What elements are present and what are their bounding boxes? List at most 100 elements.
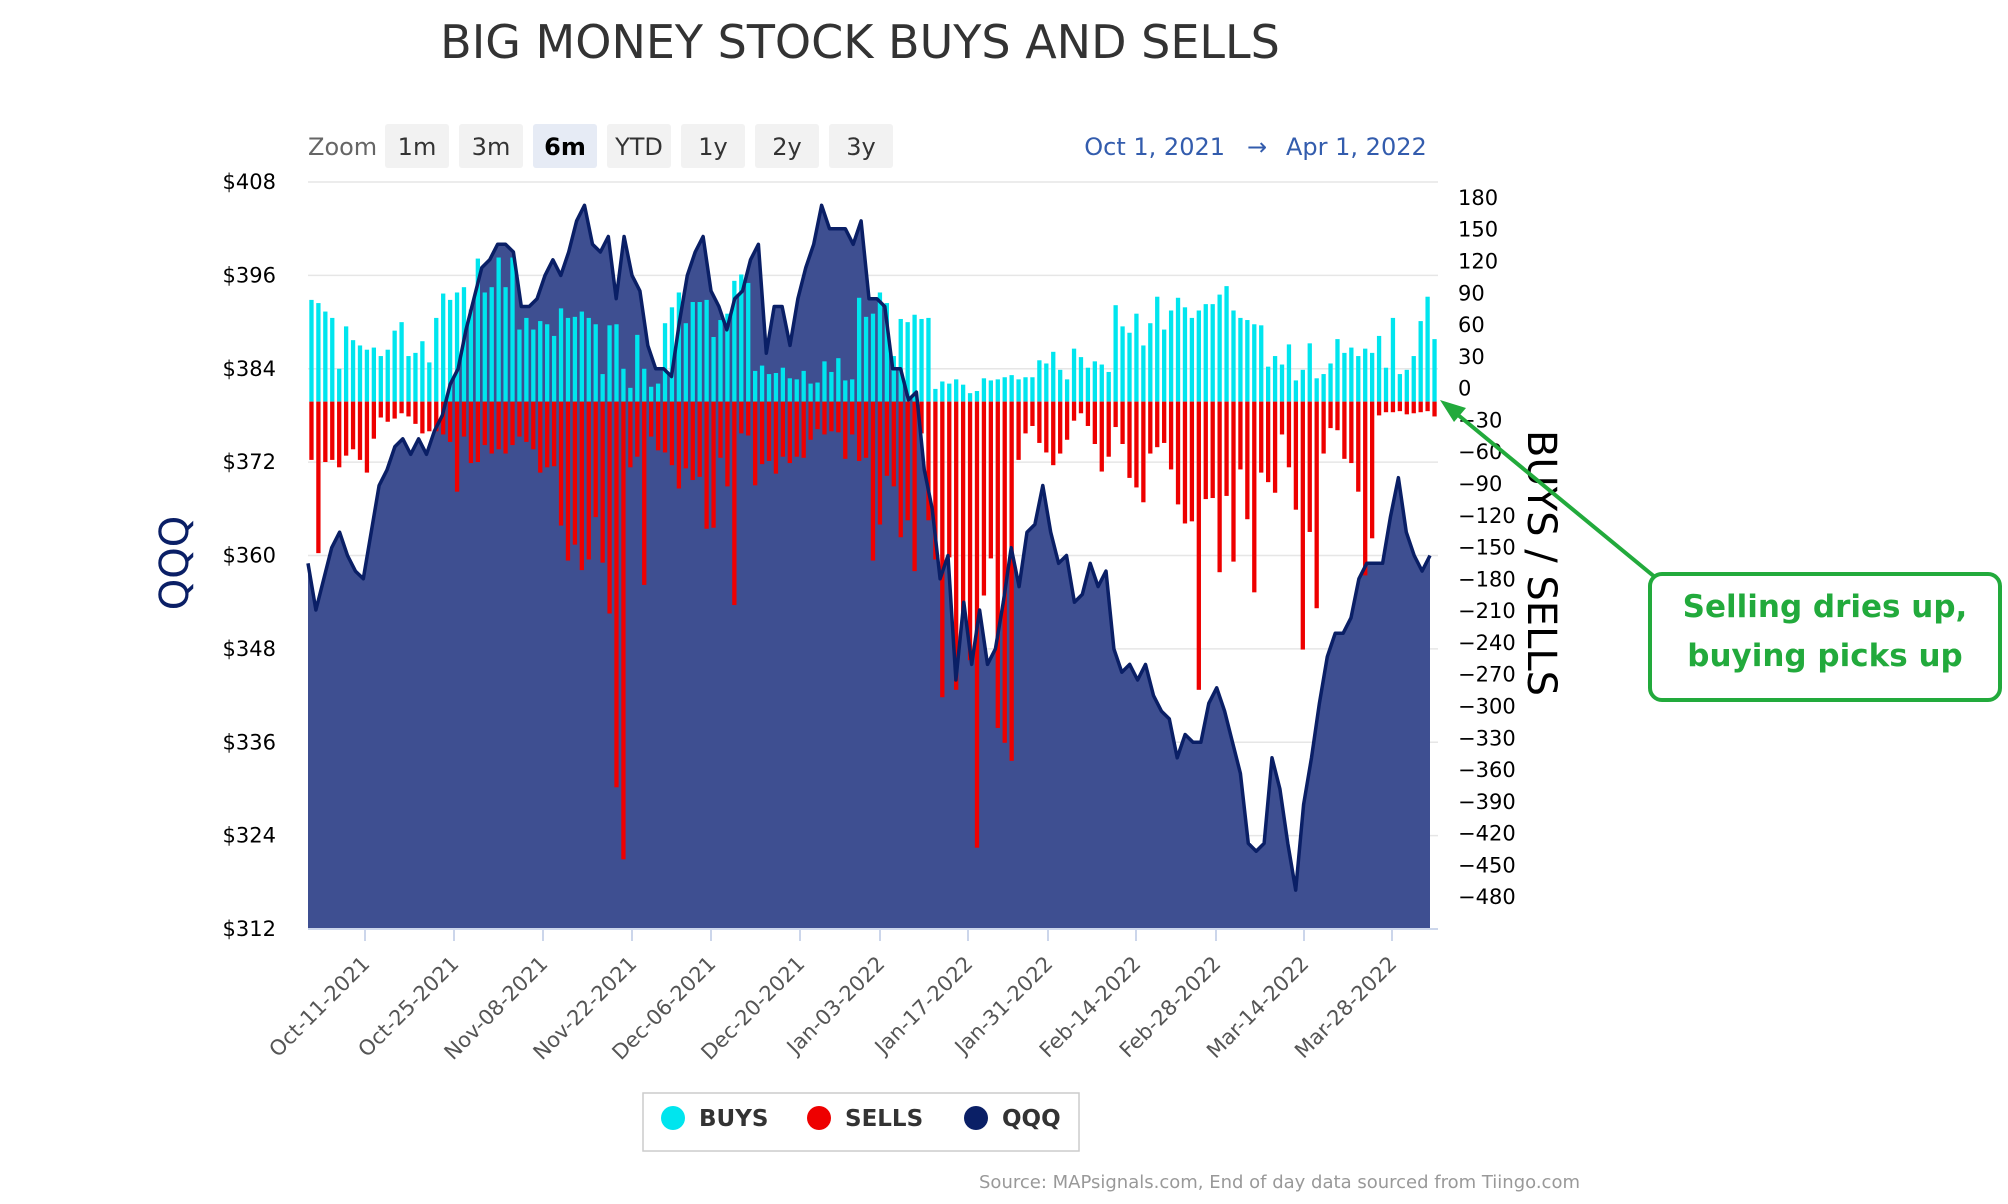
zoom-button-2y[interactable]: 2y [755, 124, 819, 168]
sell-bar [773, 401, 779, 474]
zoom-button-1y[interactable]: 1y [681, 124, 745, 168]
zoom-toolbar: Zoom 1m 3m 6m YTD 1y 2y 3y [308, 124, 893, 168]
buy-bar [1064, 379, 1070, 402]
sell-bar [524, 401, 529, 442]
sell-bar [1321, 401, 1326, 454]
sell-bar [1307, 401, 1312, 532]
sell-bar [843, 401, 848, 459]
buy-bar [413, 352, 418, 402]
annotation-box [1648, 572, 2002, 702]
zoom-button-6m[interactable]: 6m [533, 124, 597, 168]
sell-bar [954, 401, 959, 690]
buy-bar [1113, 305, 1118, 402]
sell-bar [1238, 401, 1243, 470]
legend: BUYS SELLS QQQ [642, 1092, 1080, 1152]
buy-bar [1404, 369, 1409, 402]
range-from[interactable]: Oct 1, 2021 [1084, 133, 1225, 161]
buy-bar [662, 323, 668, 402]
buy-bar [1168, 310, 1174, 402]
sell-bar [1106, 401, 1111, 457]
sell-bar [919, 401, 924, 434]
sell-bar [808, 401, 813, 440]
sell-bar [337, 401, 342, 468]
right-tick-label: −360 [1458, 758, 1516, 782]
buy-bar [690, 302, 695, 402]
sell-bar [496, 401, 501, 450]
buy-bar [649, 386, 654, 402]
sell-bar [371, 401, 377, 439]
buy-bar [635, 334, 640, 402]
left-tick-label: $372 [223, 450, 276, 474]
buy-bar [392, 330, 397, 402]
legend-label: QQQ [1002, 1106, 1061, 1132]
buy-bar [843, 380, 848, 402]
buy-bar [607, 325, 612, 402]
sell-bar [1023, 401, 1028, 434]
buy-bar [406, 356, 411, 402]
buy-bar [441, 293, 446, 402]
sell-bar [1141, 401, 1146, 503]
buy-bar [1411, 356, 1416, 402]
legend-item-buys[interactable]: BUYS [661, 1106, 768, 1132]
buy-bar [954, 379, 959, 402]
qqq-line [306, 203, 1432, 892]
range-to[interactable]: Apr 1, 2022 [1286, 133, 1427, 161]
buy-bar [343, 326, 349, 402]
left-axis-title: QQQ [152, 516, 198, 610]
zoom-button-bg [755, 124, 819, 168]
buy-bar [905, 322, 910, 402]
buy-bar [912, 314, 917, 402]
sell-bar [1099, 401, 1104, 472]
sell-bar [475, 401, 480, 463]
sell-bar [967, 401, 973, 661]
buy-bar [371, 347, 377, 402]
sell-bar [704, 401, 709, 529]
buy-bar [960, 384, 966, 402]
buy-bar [642, 368, 647, 402]
legend-item-sells[interactable]: SELLS [807, 1106, 923, 1132]
buy-bar [1141, 345, 1146, 402]
legend-item-qqq[interactable]: QQQ [964, 1106, 1061, 1132]
buy-bar [1092, 361, 1097, 402]
sell-bar [468, 401, 474, 464]
sell-bar [766, 401, 772, 461]
sell-bar [662, 401, 668, 453]
buy-bar [600, 374, 605, 402]
buy-bar [579, 311, 584, 402]
sell-bar [1266, 401, 1271, 483]
buy-bar [558, 308, 564, 402]
sell-bar [309, 401, 314, 460]
sell-bar [732, 401, 737, 606]
sell-bar [947, 401, 952, 558]
zoom-button-3y[interactable]: 3y [829, 124, 893, 168]
sell-bar [912, 401, 917, 572]
buy-bar [1037, 360, 1042, 402]
sell-bar [406, 401, 411, 417]
sell-bar [1245, 401, 1250, 520]
buy-bar [780, 367, 786, 402]
sell-bar [1092, 401, 1097, 444]
buy-bar [1321, 374, 1326, 402]
sell-bar [877, 401, 883, 525]
sell-bar [940, 401, 945, 698]
legend-marker [964, 1106, 988, 1130]
buy-bar [1009, 375, 1014, 402]
sell-bar [1279, 401, 1285, 435]
buy-bar [399, 322, 404, 402]
buy-bar [1162, 329, 1167, 402]
zoom-button-label: 1m [398, 133, 437, 161]
buy-bar [1071, 348, 1077, 402]
date-range: Oct 1, 2021 → Apr 1, 2022 [1084, 133, 1427, 161]
sell-bar [621, 401, 626, 860]
buy-bar [877, 292, 883, 402]
right-tick-label: −180 [1458, 567, 1516, 591]
buy-bar [995, 379, 1000, 402]
zoom-button-1m[interactable]: 1m [385, 124, 449, 168]
sell-bar [461, 401, 467, 437]
buy-bar [1002, 377, 1007, 402]
zoom-button-3m[interactable]: 3m [459, 124, 523, 168]
zoom-button-ytd[interactable]: YTD [607, 124, 671, 168]
sell-bar [579, 401, 584, 571]
right-tick-label: −150 [1458, 536, 1516, 560]
zoom-button-label: 3y [846, 133, 875, 161]
